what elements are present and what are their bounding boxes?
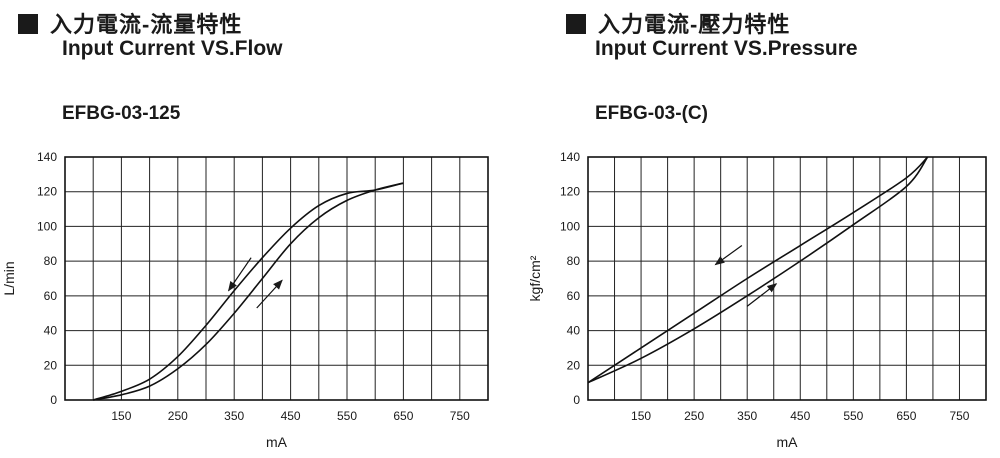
y-axis-label: kgf/cm² bbox=[527, 255, 543, 301]
y-tick-label: 0 bbox=[50, 393, 57, 407]
y-tick-label: 80 bbox=[44, 254, 58, 268]
y-tick-label: 120 bbox=[37, 185, 57, 199]
heading-square-icon bbox=[566, 14, 586, 34]
pressure-chart-subtitle: Input Current VS.Pressure bbox=[595, 37, 858, 60]
x-tick-label: 150 bbox=[631, 409, 651, 423]
heading-square-icon bbox=[18, 14, 38, 34]
x-tick-label: 750 bbox=[450, 409, 470, 423]
pressure-chart-panel: 入力電流-壓力特性 Input Current VS.Pressure EFBG… bbox=[500, 0, 1000, 458]
flow-chart-model: EFBG-03-125 bbox=[62, 103, 181, 124]
y-tick-label: 20 bbox=[567, 358, 581, 372]
x-tick-label: 650 bbox=[896, 409, 916, 423]
x-tick-label: 550 bbox=[337, 409, 357, 423]
pressure-chart-plot: 0 20 40 60 80 100 120 140 150 250 350 450 550 650 750 m… bbox=[527, 150, 987, 450]
flow-chart-plot: 0 20 40 60 80 100 120 140 150 250 350 450 550 650 750 m… bbox=[1, 150, 489, 450]
x-tick-label: 450 bbox=[790, 409, 810, 423]
y-tick-label: 140 bbox=[37, 150, 57, 164]
x-tick-label: 350 bbox=[737, 409, 757, 423]
series-curve-2 bbox=[587, 156, 929, 384]
y-tick-label: 120 bbox=[560, 185, 580, 199]
flow-chart-subtitle: Input Current VS.Flow bbox=[62, 37, 283, 60]
y-tick-label: 40 bbox=[44, 324, 58, 338]
x-tick-label: 750 bbox=[949, 409, 969, 423]
direction-arrow-down bbox=[714, 245, 743, 266]
y-axis-label: L/min bbox=[1, 261, 17, 295]
direction-arrow-down bbox=[227, 257, 252, 292]
flow-chart-heading: 入力電流-流量特性 bbox=[18, 7, 242, 39]
x-tick-label: 250 bbox=[168, 409, 188, 423]
y-tick-label: 100 bbox=[560, 219, 580, 233]
pressure-chart-heading: 入力電流-壓力特性 bbox=[566, 7, 790, 39]
y-tick-label: 60 bbox=[567, 289, 581, 303]
y-tick-label: 100 bbox=[37, 219, 57, 233]
series-curve-1 bbox=[92, 182, 404, 401]
plot-frame bbox=[587, 156, 987, 401]
direction-arrow-up bbox=[746, 283, 778, 307]
x-tick-label: 250 bbox=[684, 409, 704, 423]
x-tick-label: 450 bbox=[281, 409, 301, 423]
y-tick-label: 140 bbox=[560, 150, 580, 164]
series-curve-2 bbox=[93, 182, 404, 401]
direction-arrow-up bbox=[256, 279, 283, 309]
x-tick-label: 550 bbox=[843, 409, 863, 423]
x-tick-label: 350 bbox=[224, 409, 244, 423]
flow-heading-text: 入力電流-流量特性 bbox=[50, 12, 243, 37]
x-axis-label: mA bbox=[266, 434, 288, 450]
y-tick-label: 40 bbox=[567, 324, 581, 338]
x-axis-label: mA bbox=[777, 434, 799, 450]
y-tick-label: 80 bbox=[567, 254, 581, 268]
series-curve-1 bbox=[587, 156, 929, 384]
y-tick-label: 60 bbox=[44, 289, 58, 303]
x-tick-label: 650 bbox=[393, 409, 413, 423]
flow-chart-panel: 入力電流-流量特性 Input Current VS.Flow EFBG-03-… bbox=[1, 7, 489, 450]
pressure-chart-model: EFBG-03-(C) bbox=[595, 103, 708, 124]
y-tick-label: 0 bbox=[573, 393, 580, 407]
pressure-heading-text: 入力電流-壓力特性 bbox=[598, 12, 791, 37]
y-tick-label: 20 bbox=[44, 358, 58, 372]
x-tick-label: 150 bbox=[111, 409, 131, 423]
plot-frame bbox=[64, 156, 489, 401]
